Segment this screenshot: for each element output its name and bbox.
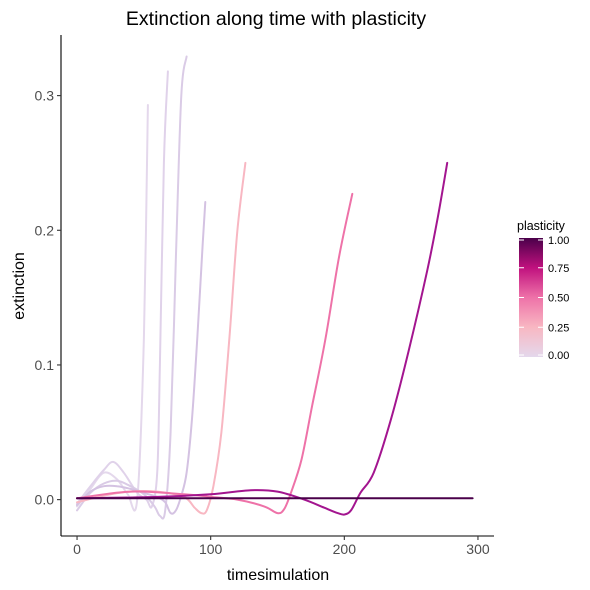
x-tick-label: 200: [333, 541, 357, 557]
y-tick-label: 0.2: [35, 222, 55, 238]
series-line: [76, 55, 188, 520]
y-tick-label: 0.3: [35, 88, 55, 104]
x-tick-label: 300: [466, 541, 490, 557]
legend-tick-label: 0.75: [548, 263, 569, 275]
x-tick-label: 0: [73, 541, 81, 557]
legend-tick-label: 0.50: [548, 293, 569, 305]
series-line: [76, 104, 149, 512]
series-line: [76, 161, 449, 516]
series-line: [76, 70, 169, 509]
legend-colorbar: 0.00 0.25 0.50 0.75 1.00: [519, 235, 569, 362]
legend: plasticity 0.00 0.25 0.50 0.75 1.00: [517, 219, 569, 362]
legend-title: plasticity: [517, 219, 566, 233]
y-tick-label: 0.1: [35, 357, 55, 373]
x-tick-label: 100: [199, 541, 223, 557]
legend-tick-label: 0.25: [548, 322, 569, 334]
legend-tick-label: 0.00: [548, 350, 569, 362]
chart-title: Extinction along time with plasticity: [126, 8, 426, 30]
y-axis-label: extinction: [11, 252, 28, 320]
legend-tick-label: 1.00: [548, 235, 569, 247]
plot-area: 0 100 200 300 0.0 0.1 0.2 0.3: [35, 35, 494, 557]
x-axis-label: timesimulation: [227, 567, 329, 584]
y-tick-label: 0.0: [35, 492, 55, 508]
series-line: [76, 201, 207, 515]
